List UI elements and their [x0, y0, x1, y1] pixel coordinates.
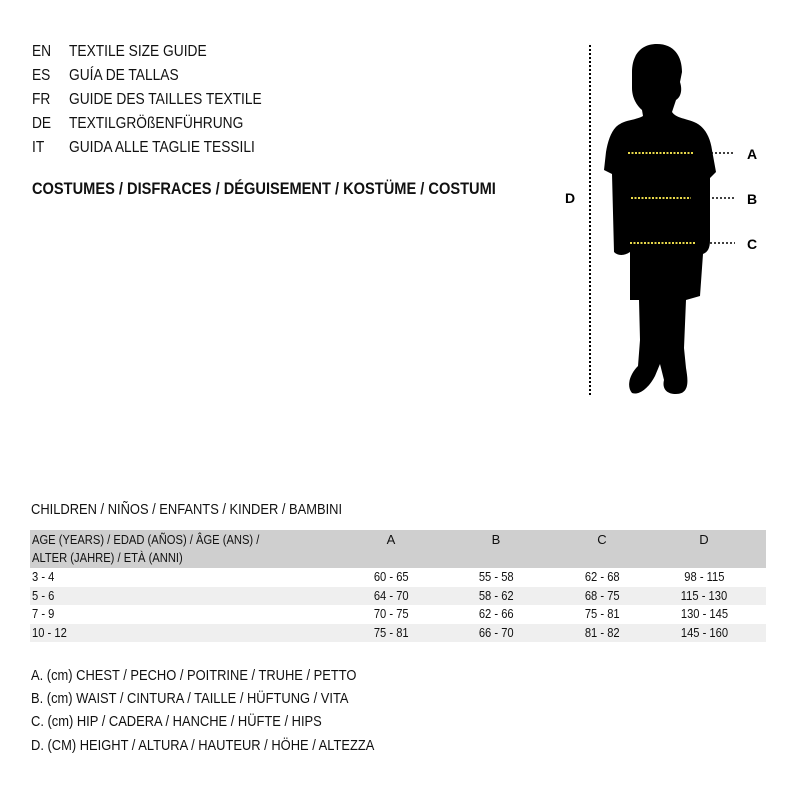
age-cell: 5 - 6 — [30, 587, 334, 606]
table-row: 7 - 9 70 - 75 62 - 66 75 - 81 130 - 145 — [30, 605, 766, 624]
measure-cell: 66 - 70 — [448, 624, 544, 643]
measure-lines — [628, 152, 695, 244]
header-line: ALTER (JAHRE) / ETÀ (ANNI) — [32, 550, 183, 565]
col-d-header: D — [699, 532, 709, 547]
measure-cell: 130 - 145 — [660, 605, 748, 624]
measure-cell: 68 - 75 — [544, 587, 660, 606]
measure-cell: 55 - 58 — [448, 568, 544, 587]
lang-code: EN — [32, 43, 52, 60]
cell-text: 55 - 58 — [478, 569, 514, 584]
cell-text: 68 - 75 — [584, 587, 620, 603]
measure-cell: 75 - 81 — [334, 624, 448, 643]
measure-cell: 98 - 115 — [660, 568, 748, 587]
lang-code: ES — [32, 67, 51, 84]
row-spacer — [748, 568, 766, 587]
measure-cell: 70 - 75 — [334, 605, 448, 624]
measure-cell: 62 - 68 — [544, 568, 660, 587]
age-cell: 10 - 12 — [30, 624, 334, 643]
legend-item: C. (cm) HIP / CADERA / HANCHE / HÜFTE / … — [31, 713, 369, 730]
title-text: GUÍA DE TALLAS — [69, 67, 179, 84]
legend-item: B. (cm) WAIST / CINTURA / TAILLE / HÜFTU… — [31, 690, 400, 707]
cell-text: 10 - 12 — [32, 624, 67, 640]
cell-text: 64 - 70 — [373, 587, 409, 603]
size-table: AGE (YEARS) / EDAD (AÑOS) / ÂGE (ANS) / A… — [30, 530, 766, 642]
col-a-header: A — [386, 532, 396, 547]
row-spacer — [748, 605, 766, 624]
measure-cell: 75 - 81 — [544, 605, 660, 624]
age-cell: 3 - 4 — [30, 568, 334, 587]
row-spacer — [748, 587, 766, 606]
cell-text: 75 - 81 — [373, 624, 409, 640]
category-heading: COSTUMES / DISFRACES / DÉGUISEMENT / KOS… — [32, 179, 571, 199]
legend-text: C. (cm) HIP / CADERA / HANCHE / HÜFTE / … — [31, 713, 322, 730]
child-measurement-figure: D A B C — [565, 44, 757, 396]
table-row: 3 - 4 60 - 65 55 - 58 62 - 68 98 - 115 — [30, 568, 766, 587]
title-text: TEXTILE SIZE GUIDE — [69, 43, 207, 60]
label-c: C — [747, 236, 757, 252]
lang-code: FR — [32, 91, 51, 108]
child-silhouette — [604, 44, 716, 394]
age-cell: 7 - 9 — [30, 605, 334, 624]
label-b: B — [747, 191, 757, 207]
cell-text: 66 - 70 — [478, 624, 514, 640]
cell-text: 62 - 66 — [478, 606, 514, 621]
legend-text: B. (cm) WAIST / CINTURA / TAILLE / HÜFTU… — [31, 690, 349, 707]
cell-text: 62 - 68 — [584, 569, 620, 584]
cell-text: 7 - 9 — [32, 606, 55, 621]
cell-text: 145 - 160 — [680, 624, 728, 640]
cell-text: 3 - 4 — [32, 569, 55, 584]
cell-text: 5 - 6 — [32, 587, 55, 603]
label-a: A — [747, 146, 757, 162]
cell-text: 130 - 145 — [680, 606, 728, 621]
measure-cell: 115 - 130 — [660, 587, 748, 606]
legend-text: D. (CM) HEIGHT / ALTURA / HAUTEUR / HÖHE… — [31, 737, 375, 754]
title-text: TEXTILGRÖßENFÜHRUNG — [69, 115, 244, 132]
measure-cell: 62 - 66 — [448, 605, 544, 624]
table-row: 5 - 6 64 - 70 58 - 62 68 - 75 115 - 130 — [30, 586, 766, 606]
lang-code: DE — [32, 115, 52, 132]
title-text: GUIDA ALLE TAGLIE TESSILI — [69, 139, 255, 156]
table-header-row: AGE (YEARS) / EDAD (AÑOS) / ÂGE (ANS) / A… — [30, 530, 766, 568]
table-caption: CHILDREN / NIÑOS / ENFANTS / KINDER / BA… — [31, 501, 393, 518]
caption-text: CHILDREN / NIÑOS / ENFANTS / KINDER / BA… — [31, 501, 343, 518]
measure-cell: 64 - 70 — [334, 587, 448, 606]
legend-text: A. (cm) CHEST / PECHO / POITRINE / TRUHE… — [31, 667, 357, 684]
row-spacer — [748, 624, 766, 643]
age-header: AGE (YEARS) / EDAD (AÑOS) / ÂGE (ANS) / A… — [30, 530, 334, 568]
legend-item: A. (cm) CHEST / PECHO / POITRINE / TRUHE… — [31, 667, 409, 684]
label-d: D — [565, 190, 575, 206]
cell-text: 115 - 130 — [680, 587, 728, 603]
cell-text: 58 - 62 — [478, 587, 514, 603]
legend-item: D. (CM) HEIGHT / ALTURA / HAUTEUR / HÖHE… — [31, 737, 430, 754]
cell-text: 60 - 65 — [373, 569, 409, 584]
measure-cell: 145 - 160 — [660, 624, 748, 643]
measure-cell: 58 - 62 — [448, 587, 544, 606]
measure-cell: 81 - 82 — [544, 624, 660, 643]
category-text: COSTUMES / DISFRACES / DÉGUISEMENT / KOS… — [32, 179, 496, 198]
title-text: GUIDE DES TAILLES TEXTILE — [69, 91, 262, 108]
cell-text: 70 - 75 — [373, 606, 409, 621]
header-spacer — [748, 530, 766, 568]
cell-text: 98 - 115 — [683, 569, 725, 584]
measure-cell: 60 - 65 — [334, 568, 448, 587]
col-c-header: C — [597, 532, 607, 547]
cell-text: 75 - 81 — [584, 606, 620, 621]
col-b-header: B — [491, 532, 501, 547]
cell-text: 81 - 82 — [584, 624, 620, 640]
table-row: 10 - 12 75 - 81 66 - 70 81 - 82 145 - 160 — [30, 623, 766, 643]
lang-code: IT — [32, 139, 45, 156]
header-line: AGE (YEARS) / EDAD (AÑOS) / ÂGE (ANS) / — [32, 532, 260, 547]
